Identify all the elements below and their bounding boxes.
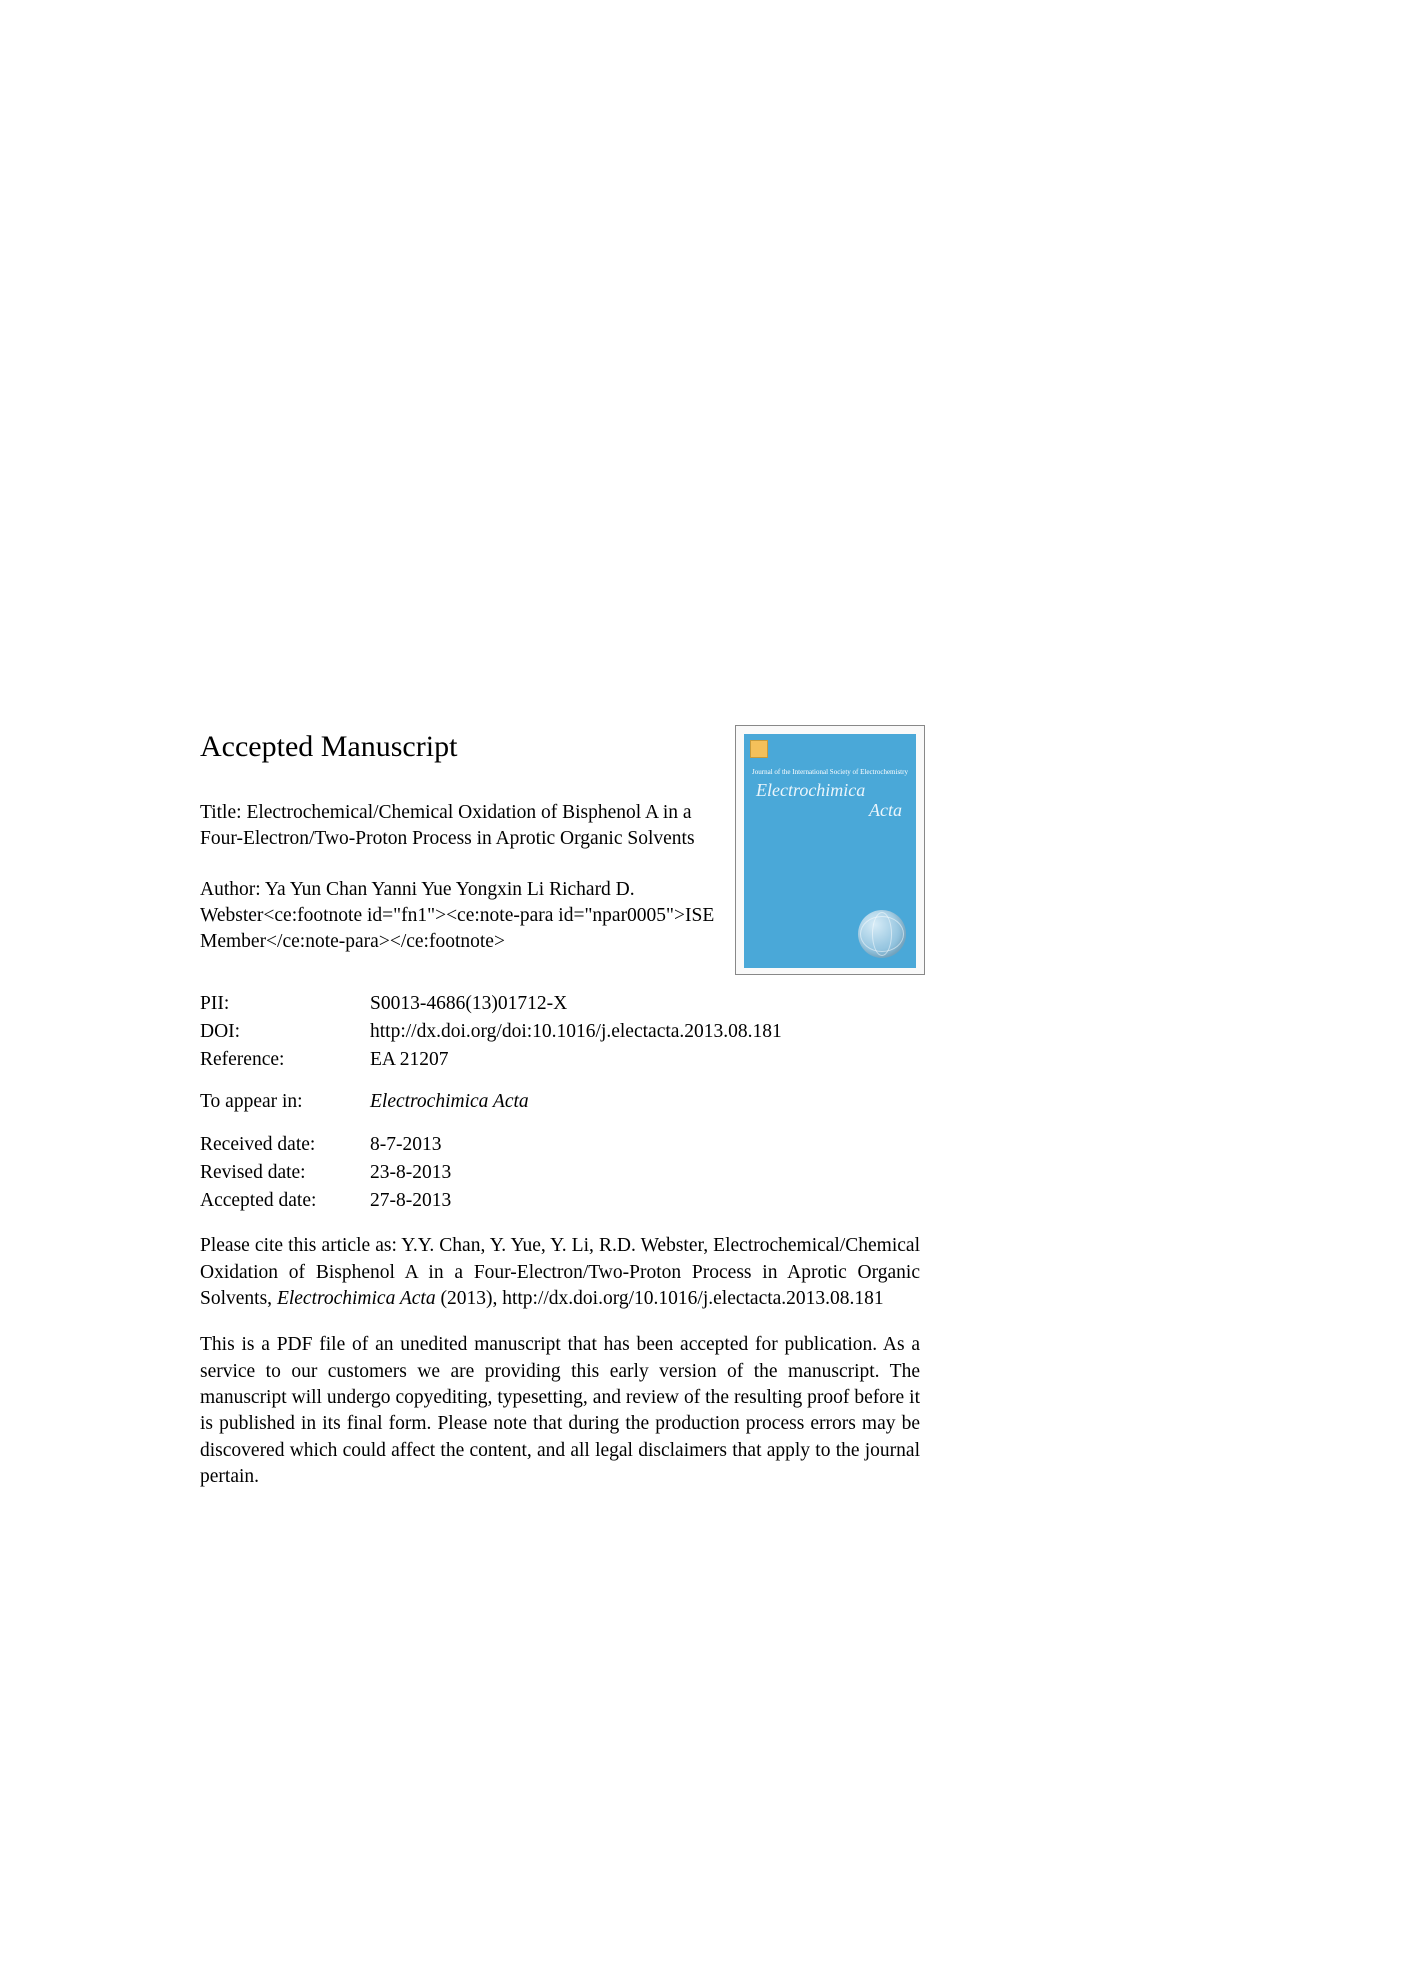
meta-row-received: Received date: 8-7-2013 <box>200 1131 920 1159</box>
revised-label: Revised date: <box>200 1159 370 1187</box>
pii-value: S0013-4686(13)01712-X <box>370 990 920 1018</box>
meta-row-revised: Revised date: 23-8-2013 <box>200 1159 920 1187</box>
title-label: Title: <box>200 802 242 823</box>
title-text: Electrochemical/Chemical Oxidation of Bi… <box>200 802 695 849</box>
meta-row-appear: To appear in: Electrochimica Acta <box>200 1088 920 1116</box>
meta-row-accepted: Accepted date: 27-8-2013 <box>200 1187 920 1215</box>
citation-block: Please cite this article as: Y.Y. Chan, … <box>200 1233 920 1312</box>
manuscript-page: Accepted Manuscript Title: Electrochemic… <box>200 730 920 1490</box>
reference-value: EA 21207 <box>370 1046 920 1074</box>
accepted-value: 27-8-2013 <box>370 1187 920 1215</box>
appear-label: To appear in: <box>200 1088 370 1116</box>
doi-label: DOI: <box>200 1018 370 1046</box>
received-label: Received date: <box>200 1131 370 1159</box>
appear-value: Electrochimica Acta <box>370 1088 920 1116</box>
received-value: 8-7-2013 <box>370 1131 920 1159</box>
revised-value: 23-8-2013 <box>370 1159 920 1187</box>
doi-value: http://dx.doi.org/doi:10.1016/j.electact… <box>370 1018 920 1046</box>
reference-label: Reference: <box>200 1046 370 1074</box>
meta-row-doi: DOI: http://dx.doi.org/doi:10.1016/j.ele… <box>200 1018 920 1046</box>
page-title: Accepted Manuscript <box>200 730 920 764</box>
author-text: Ya Yun Chan Yanni Yue Yongxin Li Richard… <box>200 879 714 953</box>
citation-suffix: (2013), http://dx.doi.org/10.1016/j.elec… <box>436 1288 884 1309</box>
pii-label: PII: <box>200 990 370 1018</box>
meta-row-reference: Reference: EA 21207 <box>200 1046 920 1074</box>
author-label: Author: <box>200 879 261 900</box>
meta-row-pii: PII: S0013-4686(13)01712-X <box>200 990 920 1018</box>
author-block: Author: Ya Yun Chan Yanni Yue Yongxin Li… <box>200 877 720 956</box>
disclaimer-text: This is a PDF file of an unedited manusc… <box>200 1332 920 1490</box>
accepted-label: Accepted date: <box>200 1187 370 1215</box>
metadata-table: PII: S0013-4686(13)01712-X DOI: http://d… <box>200 990 920 1216</box>
citation-journal: Electrochimica Acta <box>277 1288 436 1309</box>
title-block: Title: Electrochemical/Chemical Oxidatio… <box>200 800 700 853</box>
